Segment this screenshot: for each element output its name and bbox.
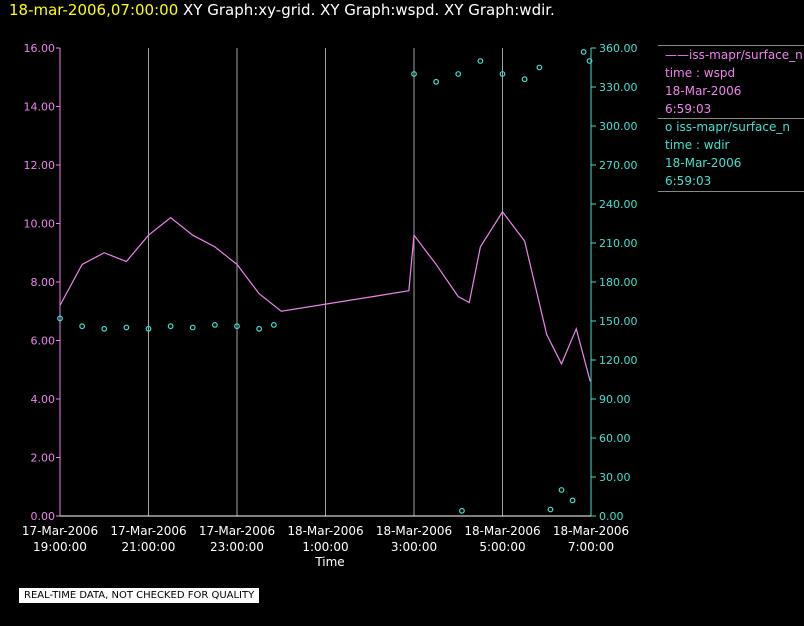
legend-wspd-field: time : wspd <box>665 66 736 80</box>
data-point-wdir <box>101 325 108 332</box>
y-left-tick-label: 12.00 <box>24 159 56 172</box>
header: 18-mar-2006,07:00:00 XY Graph:xy-grid. X… <box>9 1 555 19</box>
data-point-wdir <box>57 315 63 322</box>
data-point-wdir <box>270 322 277 328</box>
y-right-tick-label: 330.00 <box>599 81 638 94</box>
x-tick-date: 17-Mar-2006 <box>110 524 186 538</box>
x-tick-date: 18-Mar-2006 <box>553 524 629 538</box>
y-right-tick-label: 210.00 <box>599 237 638 250</box>
x-tick-time: 23:00:00 <box>210 540 264 554</box>
legend-divider <box>658 118 804 119</box>
data-point-wdir <box>536 64 543 71</box>
y-right-tick-label: 0.00 <box>599 510 624 523</box>
y-right-tick-label: 240.00 <box>599 198 638 211</box>
x-tick-time: 21:00:00 <box>122 540 176 554</box>
x-tick-time: 19:00:00 <box>33 540 87 554</box>
data-point-wdir <box>547 506 554 513</box>
y-right-tick-label: 270.00 <box>599 159 638 172</box>
header-graph-titles: XY Graph:xy-grid. XY Graph:wspd. XY Grap… <box>183 1 555 19</box>
x-tick-date: 17-Mar-2006 <box>199 524 275 538</box>
data-point-wdir <box>569 497 576 504</box>
y-left-tick-label: 2.00 <box>31 452 56 465</box>
y-right-tick-label: 180.00 <box>599 276 638 289</box>
data-point-wdir <box>167 323 174 330</box>
y-left-tick-label: 16.00 <box>24 42 56 55</box>
data-point-wdir <box>580 49 587 55</box>
legend-wspd-date: 18-Mar-2006 <box>665 84 742 98</box>
x-tick-time: 5:00:00 <box>479 540 525 554</box>
legend-entry-wspd[interactable]: ——iss-mapr/surface_n time : wspd 18-Mar-… <box>665 46 803 118</box>
y-right-tick-label: 360.00 <box>599 42 638 55</box>
data-point-wdir <box>123 324 130 331</box>
y-right-tick-label: 90.00 <box>599 393 631 406</box>
legend-divider <box>658 45 804 46</box>
y-left-tick-label: 10.00 <box>24 218 56 231</box>
data-point-wdir <box>411 71 417 77</box>
legend-divider <box>658 191 804 192</box>
data-point-wdir <box>256 325 263 332</box>
legend-wdir-date: 18-Mar-2006 <box>665 156 742 170</box>
legend-wspd-time: 6:59:03 <box>665 102 712 116</box>
data-point-wdir <box>79 323 86 330</box>
data-point-wdir <box>455 71 462 77</box>
x-tick-time: 7:00:00 <box>568 540 614 554</box>
quality-notice: REAL-TIME DATA, NOT CHECKED FOR QUALITY <box>19 588 260 603</box>
data-point-wdir <box>459 507 465 514</box>
y-right-tick-label: 150.00 <box>599 315 638 328</box>
y-right-tick-label: 60.00 <box>599 432 631 445</box>
data-point-wdir <box>145 325 152 332</box>
data-point-wdir <box>521 76 528 83</box>
y-right-tick-label: 120.00 <box>599 354 638 367</box>
series-line-wspd <box>59 210 591 382</box>
legend-entry-wdir[interactable]: o iss-mapr/surface_n time : wdir 18-Mar-… <box>665 118 790 190</box>
x-axis-label: Time <box>314 555 344 569</box>
header-time: 18-mar-2006,07:00:00 <box>9 1 179 19</box>
x-tick-date: 17-Mar-2006 <box>22 524 98 538</box>
x-tick-date: 18-Mar-2006 <box>287 524 363 538</box>
data-point-wdir <box>477 58 484 64</box>
data-point-wdir <box>211 322 218 328</box>
y-left-tick-label: 6.00 <box>31 335 56 348</box>
legend-wspd-name: ——iss-mapr/surface_n <box>665 48 803 62</box>
y-right-tick-label: 30.00 <box>599 471 631 484</box>
data-point-wdir <box>234 323 240 330</box>
y-left-tick-label: 8.00 <box>31 276 56 289</box>
y-right-tick-label: 300.00 <box>599 120 638 133</box>
data-point-wdir <box>499 71 506 77</box>
data-point-wdir <box>189 324 196 331</box>
y-left-tick-label: 0.00 <box>31 510 56 523</box>
data-point-wdir <box>586 58 593 64</box>
legend-wdir-time: 6:59:03 <box>665 174 712 188</box>
y-left-tick-label: 4.00 <box>31 393 56 406</box>
x-tick-time: 3:00:00 <box>391 540 437 554</box>
data-point-wdir <box>433 78 440 85</box>
y-left-tick-label: 14.00 <box>24 101 56 114</box>
data-point-wdir <box>558 487 565 493</box>
legend-wdir-name: o iss-mapr/surface_n <box>665 120 790 134</box>
legend-wdir-field: time : wdir <box>665 138 730 152</box>
x-tick-time: 1:00:00 <box>302 540 348 554</box>
x-tick-date: 18-Mar-2006 <box>376 524 452 538</box>
x-tick-date: 18-Mar-2006 <box>464 524 540 538</box>
